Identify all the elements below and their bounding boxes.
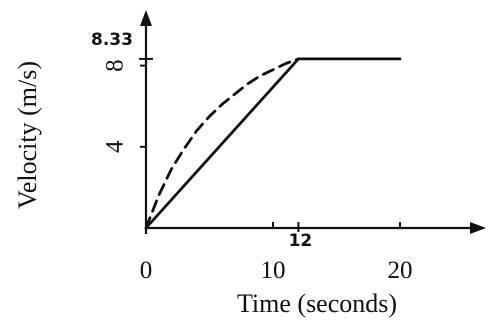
x-tick-label: 20 [388, 257, 413, 284]
y-axis-label: Velocity (m/s) [13, 61, 42, 209]
series-layer [144, 57, 402, 230]
solid-series-line [144, 57, 402, 230]
x-axis-label: Time (seconds) [237, 289, 397, 318]
annotation-label: 12 [289, 231, 313, 251]
y-axis-arrow [140, 10, 152, 26]
labels: 0 10 20 4 8 Time (seconds) Velocity (m/s) 8.33 1… [13, 30, 413, 318]
y-tick-label: 8 [102, 59, 129, 72]
y-tick-label: 4 [102, 140, 129, 153]
x-axis-arrow [470, 222, 486, 234]
dashed-series-line [144, 57, 300, 230]
axes [139, 10, 486, 234]
x-tick-label: 10 [261, 257, 286, 284]
annotation-label: 8.33 [91, 30, 133, 50]
x-tick-label: 0 [140, 257, 153, 284]
